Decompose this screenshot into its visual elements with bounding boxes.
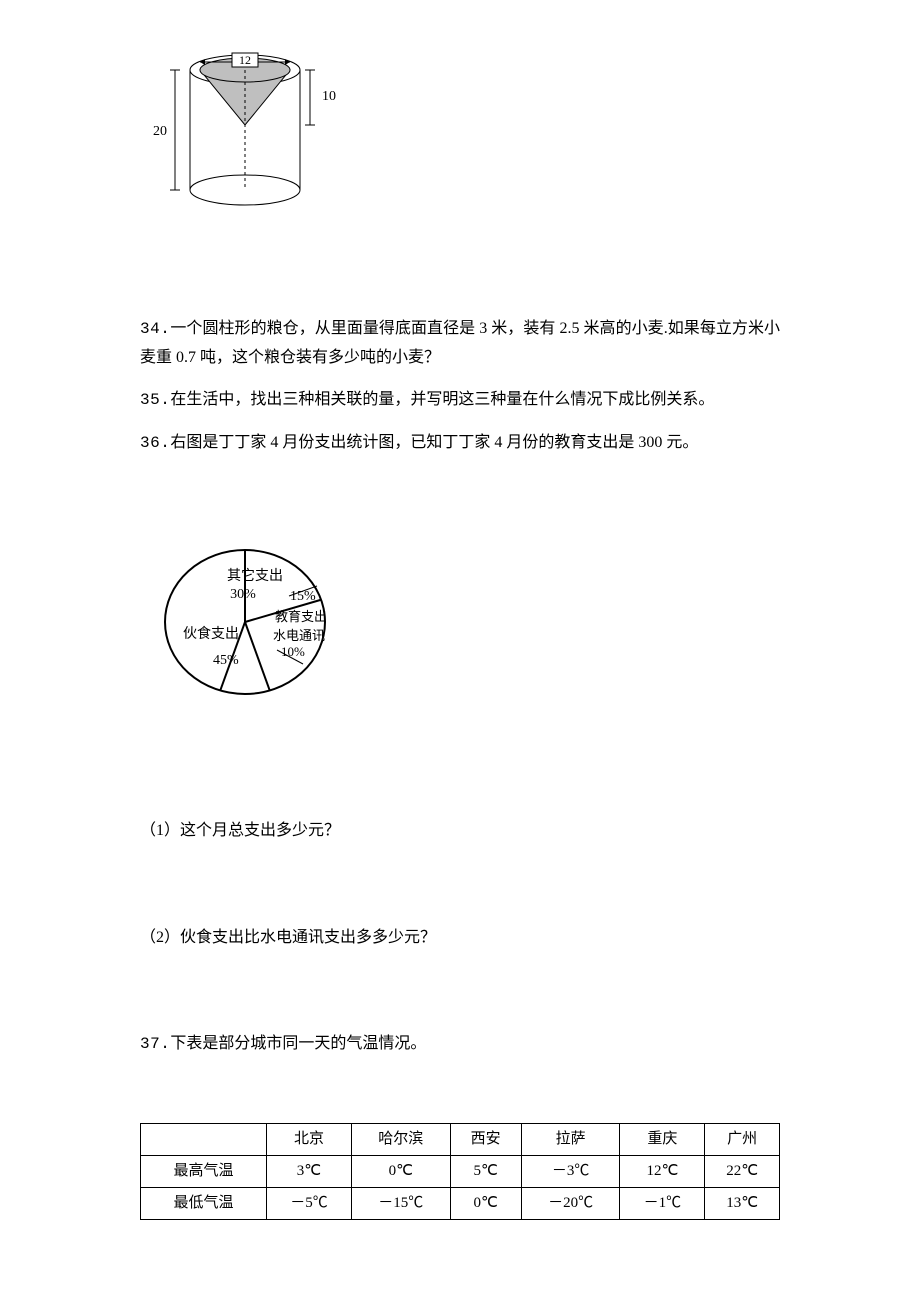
table-cell: 13℃: [705, 1188, 780, 1220]
table-cell: －15℃: [351, 1188, 450, 1220]
pie-label-edu: 教育支出: [275, 609, 327, 624]
q35-text: 在生活中，找出三种相关联的量，并写明这三种量在什么情况下成比例关系。: [170, 391, 714, 408]
table-cell: －3℃: [521, 1156, 620, 1188]
question-35: 35.在生活中，找出三种相关联的量，并写明这三种量在什么情况下成比例关系。: [140, 386, 780, 415]
table-cell: 0℃: [450, 1188, 521, 1220]
cylinder-cone-figure: 12 10 20: [140, 40, 780, 231]
table-cell: 12℃: [620, 1156, 705, 1188]
table-cell: 0℃: [351, 1156, 450, 1188]
table-cell: －1℃: [620, 1188, 705, 1220]
table-header-cell: 哈尔滨: [351, 1124, 450, 1156]
table-rowheader: 最低气温: [141, 1188, 267, 1220]
cylinder-height-dim: 20: [153, 124, 167, 139]
expense-pie-chart: 其它支出 30% 15% 教育支出 水电通讯 10% 伙食支出 45%: [140, 522, 780, 733]
table-header-cell: 广州: [705, 1124, 780, 1156]
question-36: 36.右图是丁丁家 4 月份支出统计图，已知丁丁家 4 月份的教育支出是 300…: [140, 429, 780, 458]
table-row: 最高气温 3℃ 0℃ 5℃ －3℃ 12℃ 22℃: [141, 1156, 780, 1188]
pie-pct-util: 10%: [281, 644, 305, 659]
q36-label: 36.: [140, 434, 170, 452]
table-header-row: 北京 哈尔滨 西安 拉萨 重庆 广州: [141, 1124, 780, 1156]
table-cell: 22℃: [705, 1156, 780, 1188]
question-34: 34.一个圆柱形的粮仓，从里面量得底面直径是 3 米，装有 2.5 米高的小麦.…: [140, 315, 780, 373]
q35-label: 35.: [140, 391, 170, 409]
q34-text: 一个圆柱形的粮仓，从里面量得底面直径是 3 米，装有 2.5 米高的小麦.如果每…: [140, 320, 780, 366]
q36-text: 右图是丁丁家 4 月份支出统计图，已知丁丁家 4 月份的教育支出是 300 元。: [170, 434, 698, 451]
pie-pct-food: 45%: [213, 653, 239, 668]
table-cell: 5℃: [450, 1156, 521, 1188]
table-rowheader: 最高气温: [141, 1156, 267, 1188]
pie-pct-other: 30%: [230, 587, 256, 602]
cone-top-dim: 12: [239, 53, 251, 67]
temperature-table: 北京 哈尔滨 西安 拉萨 重庆 广州 最高气温 3℃ 0℃ 5℃ －3℃ 12℃…: [140, 1123, 780, 1220]
table-header-cell: [141, 1124, 267, 1156]
table-cell: －20℃: [521, 1188, 620, 1220]
table-header-cell: 西安: [450, 1124, 521, 1156]
cone-height-dim: 10: [322, 89, 336, 104]
q36-sub1: （1）这个月总支出多少元？: [140, 817, 780, 846]
question-37: 37.下表是部分城市同一天的气温情况。: [140, 1030, 780, 1059]
table-header-cell: 拉萨: [521, 1124, 620, 1156]
table-header-cell: 重庆: [620, 1124, 705, 1156]
pie-label-food: 伙食支出: [183, 625, 239, 642]
pie-label-other: 其它支出: [227, 567, 283, 584]
table-cell: －5℃: [267, 1188, 352, 1220]
q37-label: 37.: [140, 1035, 170, 1053]
q37-text: 下表是部分城市同一天的气温情况。: [170, 1035, 426, 1052]
table-header-cell: 北京: [267, 1124, 352, 1156]
pie-label-util: 水电通讯: [273, 628, 325, 643]
q36-sub2: （2）伙食支出比水电通讯支出多多少元？: [140, 924, 780, 953]
table-row: 最低气温 －5℃ －15℃ 0℃ －20℃ －1℃ 13℃: [141, 1188, 780, 1220]
q34-label: 34.: [140, 320, 170, 338]
table-cell: 3℃: [267, 1156, 352, 1188]
